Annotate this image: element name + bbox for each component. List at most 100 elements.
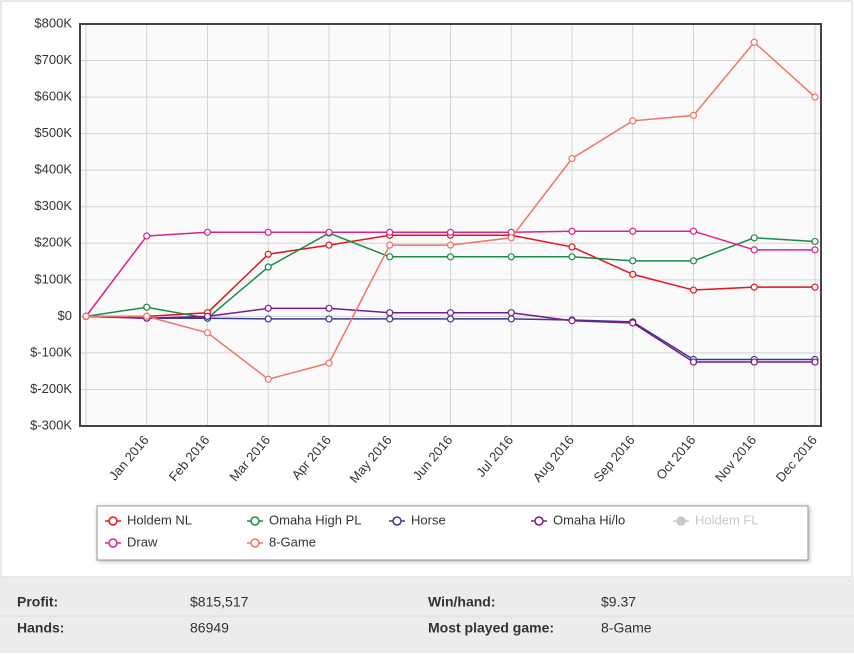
data-point: [689, 358, 698, 366]
data-point: [264, 263, 272, 271]
data-point: [507, 234, 515, 242]
data-point: [629, 257, 637, 265]
legend-label: Draw: [127, 534, 158, 549]
stats: Profit: $815,517 Win/hand: $9.37 Hands: 86949…: [17, 594, 652, 636]
data-point: [264, 304, 272, 312]
data-point: [264, 250, 272, 258]
legend: [96, 505, 809, 561]
data-point: [750, 246, 758, 254]
stat-value: 86949: [190, 620, 229, 636]
data-point: [143, 232, 151, 240]
legend-item[interactable]: Omaha Hi/lo: [531, 512, 625, 527]
data-point: [629, 270, 637, 278]
legend-label: Holdem FL: [695, 512, 759, 527]
data-point: [629, 319, 637, 327]
data-point: [143, 312, 151, 320]
data-point: [386, 315, 394, 323]
legend-swatch: [108, 538, 118, 548]
data-point: [203, 228, 212, 236]
stat-value: $9.37: [601, 594, 636, 610]
data-point: [750, 234, 758, 242]
data-point: [629, 117, 637, 125]
legend-item[interactable]: Draw: [105, 534, 158, 549]
data-point: [203, 312, 212, 320]
data-point: [264, 315, 272, 323]
data-point: [507, 309, 515, 317]
data-point: [811, 358, 819, 366]
stat-value: $815,517: [190, 594, 249, 610]
data-point: [568, 243, 576, 251]
data-point: [446, 253, 455, 261]
data-point: [568, 253, 576, 261]
y-tick-label: $100K: [34, 271, 72, 286]
data-point: [811, 283, 819, 291]
data-point: [568, 154, 576, 163]
stat-label: Hands:: [17, 620, 64, 636]
y-tick-label: $700K: [34, 52, 72, 67]
data-point: [568, 317, 576, 325]
legend-item[interactable]: Holdem NL: [105, 512, 192, 527]
data-point: [568, 227, 576, 235]
legend-swatch: [108, 516, 118, 526]
stat-value: 8-Game: [601, 620, 652, 636]
legend-swatch: [534, 516, 544, 526]
data-point: [446, 315, 455, 323]
legend-swatch: [392, 516, 402, 526]
data-point: [386, 253, 394, 261]
data-point: [325, 315, 333, 323]
data-point: [689, 257, 698, 265]
legend-label: Omaha High PL: [269, 512, 362, 527]
data-point: [446, 241, 455, 249]
data-point: [811, 246, 819, 254]
data-point: [143, 303, 151, 311]
stat-label: Profit:: [17, 594, 58, 610]
data-point: [750, 283, 758, 291]
legend-item[interactable]: Omaha High PL: [247, 512, 362, 527]
legend-swatch: [250, 538, 260, 548]
data-point: [203, 329, 212, 337]
data-point: [264, 228, 272, 236]
legend-label: 8-Game: [269, 534, 316, 549]
data-point: [750, 38, 758, 46]
legend-swatch: [250, 516, 260, 526]
data-point: [325, 304, 333, 312]
lines: [82, 38, 819, 383]
y-tick-label: $300K: [34, 198, 72, 213]
data-point: [325, 228, 333, 236]
data-point: [82, 312, 90, 320]
y-tick-label: $800K: [34, 15, 72, 30]
y-tick-label: $600K: [34, 89, 72, 104]
data-point: [325, 241, 333, 249]
data-point: [446, 309, 455, 317]
data-point: [386, 309, 394, 317]
y-tick-label: $400K: [34, 162, 72, 177]
data-point: [750, 358, 758, 366]
data-point: [264, 375, 272, 383]
y-tick-label: $-300K: [30, 417, 72, 432]
data-point: [386, 241, 394, 249]
legend-label: Holdem NL: [127, 512, 192, 527]
stat-label: Win/hand:: [428, 594, 496, 610]
data-point: [811, 237, 819, 246]
data-point: [689, 286, 698, 294]
data-point: [386, 228, 394, 236]
legend-label: Horse: [411, 512, 446, 527]
data-point: [446, 228, 455, 236]
legend-label: Omaha Hi/lo: [553, 512, 625, 527]
y-tick-label: $500K: [34, 125, 72, 140]
legend-item[interactable]: 8-Game: [247, 534, 316, 549]
data-point: [325, 359, 333, 367]
legend-swatch: [676, 516, 686, 526]
legend-items: Holdem NL Omaha High PL Horse Omaha Hi/lo Ho…: [105, 512, 759, 549]
data-point: [507, 253, 515, 261]
y-tick-label: $-100K: [30, 344, 72, 359]
y-tick-label: $200K: [34, 235, 72, 250]
y-tick-label: $0: [58, 308, 72, 323]
legend-item[interactable]: Holdem FL: [673, 512, 759, 527]
y-tick-label: $-200K: [30, 381, 72, 396]
data-point: [507, 315, 515, 323]
stat-label: Most played game:: [428, 620, 554, 636]
legend-item[interactable]: Horse: [389, 512, 446, 527]
